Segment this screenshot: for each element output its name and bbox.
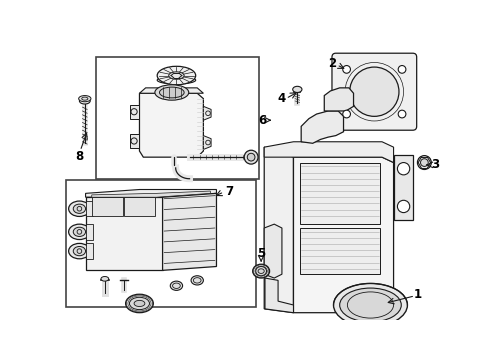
Ellipse shape: [155, 85, 189, 100]
Text: 7: 7: [225, 185, 234, 198]
Ellipse shape: [134, 300, 145, 306]
Text: 3: 3: [431, 158, 439, 171]
Ellipse shape: [78, 95, 91, 102]
FancyBboxPatch shape: [332, 53, 416, 130]
Ellipse shape: [73, 227, 86, 237]
Bar: [92, 197, 122, 216]
Ellipse shape: [398, 66, 406, 73]
Polygon shape: [203, 106, 211, 120]
Bar: [96, 57, 259, 179]
Ellipse shape: [253, 264, 270, 278]
Bar: [300, 163, 381, 224]
Polygon shape: [301, 111, 343, 143]
Ellipse shape: [343, 66, 350, 73]
Bar: [124, 197, 155, 216]
Bar: [86, 201, 93, 216]
Text: 5: 5: [257, 247, 265, 260]
Polygon shape: [140, 93, 203, 157]
Ellipse shape: [397, 200, 410, 213]
Ellipse shape: [101, 276, 109, 281]
Text: 4: 4: [277, 92, 285, 105]
Ellipse shape: [69, 224, 90, 239]
Polygon shape: [140, 88, 203, 93]
Ellipse shape: [398, 110, 406, 118]
Ellipse shape: [350, 67, 399, 116]
Polygon shape: [264, 147, 294, 313]
Text: 8: 8: [75, 150, 83, 163]
Polygon shape: [264, 142, 393, 163]
Ellipse shape: [340, 288, 401, 322]
Ellipse shape: [169, 72, 184, 79]
Polygon shape: [324, 88, 354, 111]
Ellipse shape: [171, 281, 183, 291]
Ellipse shape: [244, 150, 258, 164]
Ellipse shape: [343, 110, 350, 118]
Polygon shape: [130, 134, 140, 148]
Text: 2: 2: [328, 57, 336, 70]
Ellipse shape: [69, 201, 90, 216]
Polygon shape: [294, 157, 393, 313]
Polygon shape: [203, 136, 211, 149]
Ellipse shape: [256, 266, 267, 276]
Polygon shape: [163, 193, 217, 270]
Polygon shape: [92, 191, 210, 197]
Ellipse shape: [159, 87, 184, 98]
Ellipse shape: [79, 98, 90, 104]
Text: 6: 6: [258, 114, 266, 127]
Text: 1: 1: [414, 288, 422, 301]
Ellipse shape: [397, 163, 410, 175]
Polygon shape: [393, 155, 413, 220]
Ellipse shape: [247, 153, 255, 161]
Ellipse shape: [420, 159, 428, 166]
Polygon shape: [86, 189, 217, 197]
Bar: [66, 180, 256, 307]
Ellipse shape: [157, 76, 196, 84]
Ellipse shape: [417, 156, 431, 170]
Bar: [86, 243, 93, 259]
Ellipse shape: [157, 66, 196, 85]
Ellipse shape: [293, 86, 302, 93]
Ellipse shape: [191, 276, 203, 285]
Ellipse shape: [73, 247, 86, 256]
Ellipse shape: [334, 283, 408, 327]
Ellipse shape: [73, 204, 86, 213]
Polygon shape: [86, 197, 163, 270]
Ellipse shape: [129, 297, 149, 310]
Polygon shape: [264, 224, 282, 278]
Polygon shape: [265, 278, 294, 313]
Ellipse shape: [125, 294, 153, 313]
Polygon shape: [130, 105, 140, 119]
Bar: [86, 224, 93, 239]
Ellipse shape: [69, 243, 90, 259]
Bar: [300, 228, 381, 274]
